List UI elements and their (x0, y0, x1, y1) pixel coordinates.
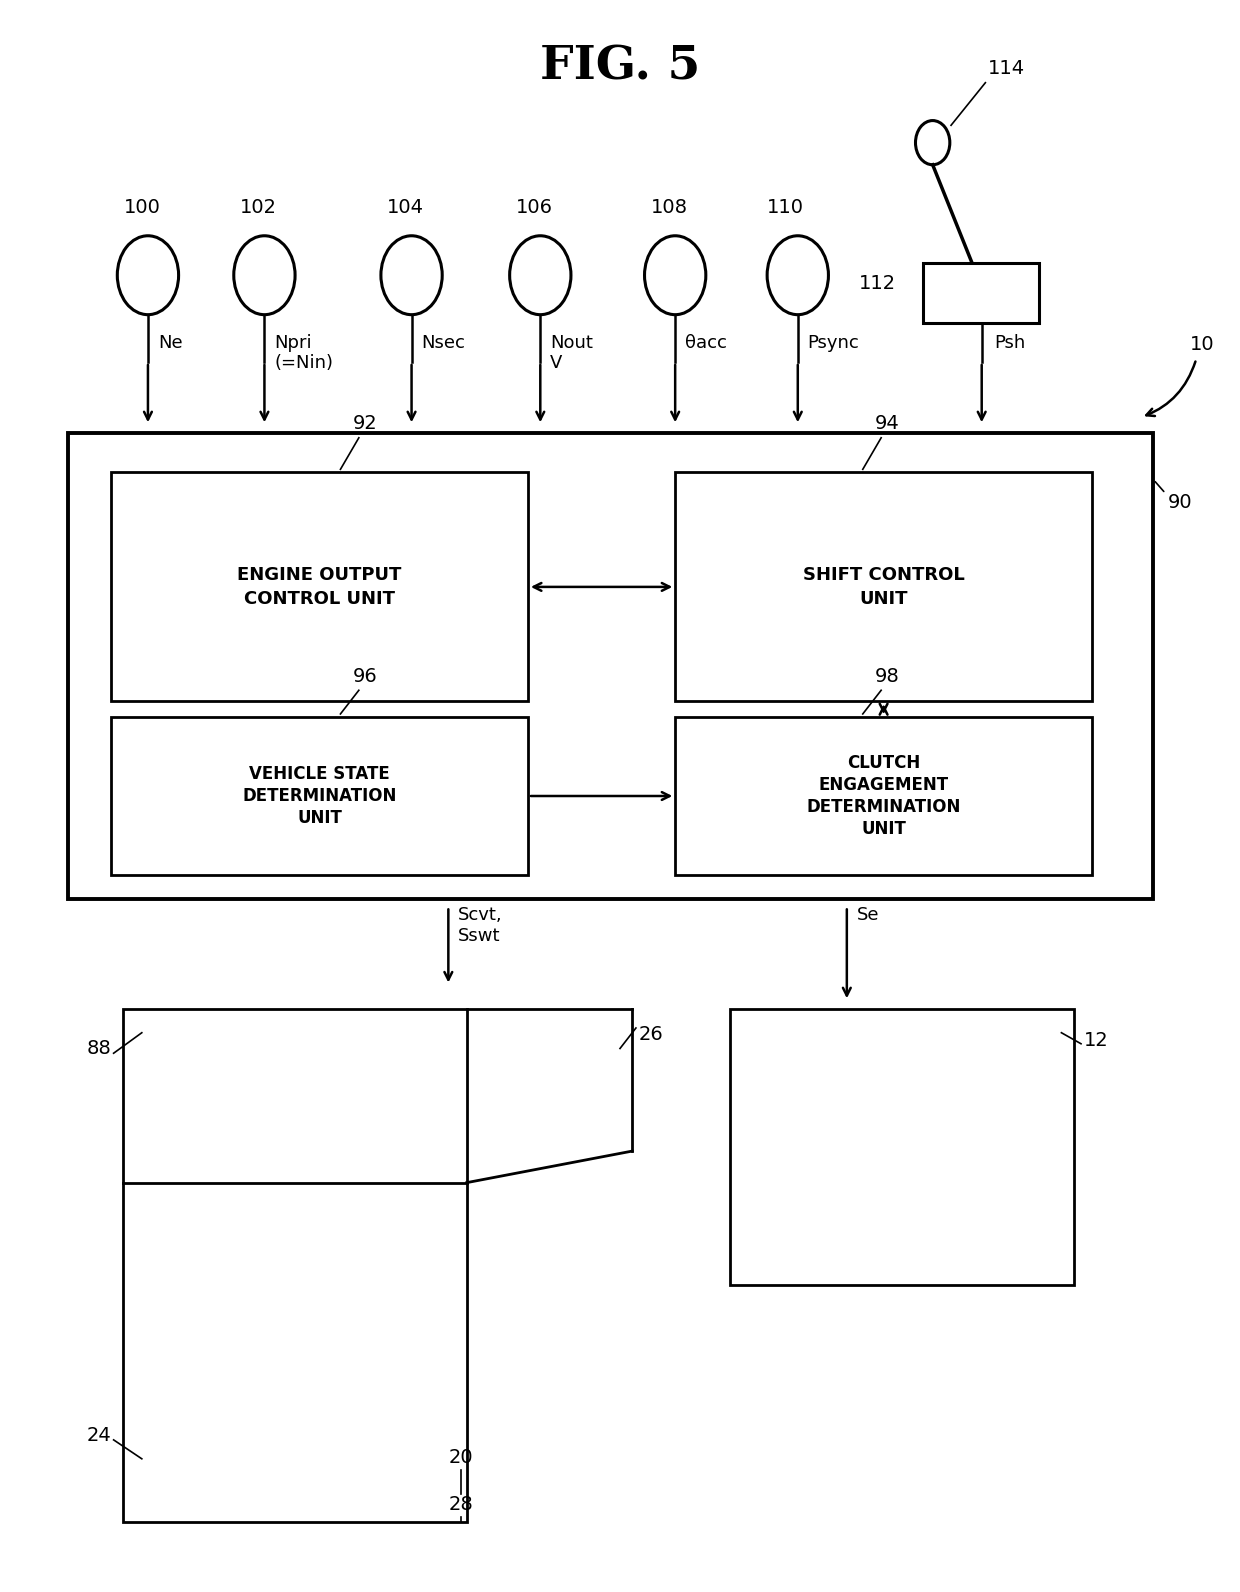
Text: 92: 92 (352, 414, 377, 433)
Text: 26: 26 (639, 1025, 663, 1044)
Text: 110: 110 (768, 197, 804, 217)
Text: 102: 102 (239, 197, 277, 217)
Text: 88: 88 (87, 1040, 112, 1059)
Bar (112, 473, 528, 702)
Text: Npri
(=Nin): Npri (=Nin) (274, 334, 334, 373)
Text: 10: 10 (1190, 336, 1215, 353)
Bar (124, 1009, 466, 1522)
Text: 90: 90 (1168, 494, 1193, 513)
Text: θacc: θacc (684, 334, 727, 352)
Bar (112, 716, 528, 876)
Text: VEHICLE STATE
DETERMINATION
UNIT: VEHICLE STATE DETERMINATION UNIT (242, 764, 397, 828)
Text: 104: 104 (387, 197, 424, 217)
Bar (675, 473, 1092, 702)
Bar (923, 263, 1039, 323)
Text: FIG. 5: FIG. 5 (539, 45, 701, 89)
Text: Scvt,
Sswt: Scvt, Sswt (458, 906, 502, 946)
Text: 112: 112 (859, 274, 897, 293)
Text: 98: 98 (875, 667, 900, 686)
Text: Se: Se (857, 906, 879, 925)
Bar (730, 1009, 1074, 1285)
Text: 28: 28 (448, 1495, 472, 1514)
Text: 20: 20 (449, 1447, 472, 1466)
Text: 94: 94 (875, 414, 900, 433)
Bar (675, 716, 1092, 876)
Text: 96: 96 (352, 667, 377, 686)
Bar (68, 433, 1153, 898)
Text: 106: 106 (516, 197, 553, 217)
Text: ENGINE OUTPUT
CONTROL UNIT: ENGINE OUTPUT CONTROL UNIT (237, 567, 402, 608)
Text: 24: 24 (87, 1425, 112, 1444)
Text: Ne: Ne (157, 334, 182, 352)
Text: 108: 108 (651, 197, 687, 217)
Text: Nsec: Nsec (422, 334, 465, 352)
Text: CLUTCH
ENGAGEMENT
DETERMINATION
UNIT: CLUTCH ENGAGEMENT DETERMINATION UNIT (806, 753, 961, 839)
Text: 100: 100 (123, 197, 160, 217)
Text: 12: 12 (1084, 1032, 1109, 1051)
Text: 114: 114 (988, 59, 1025, 78)
Text: Nout
V: Nout V (551, 334, 593, 373)
Text: Psync: Psync (807, 334, 859, 352)
Text: SHIFT CONTROL
UNIT: SHIFT CONTROL UNIT (802, 567, 965, 608)
Text: Psh: Psh (994, 334, 1025, 352)
